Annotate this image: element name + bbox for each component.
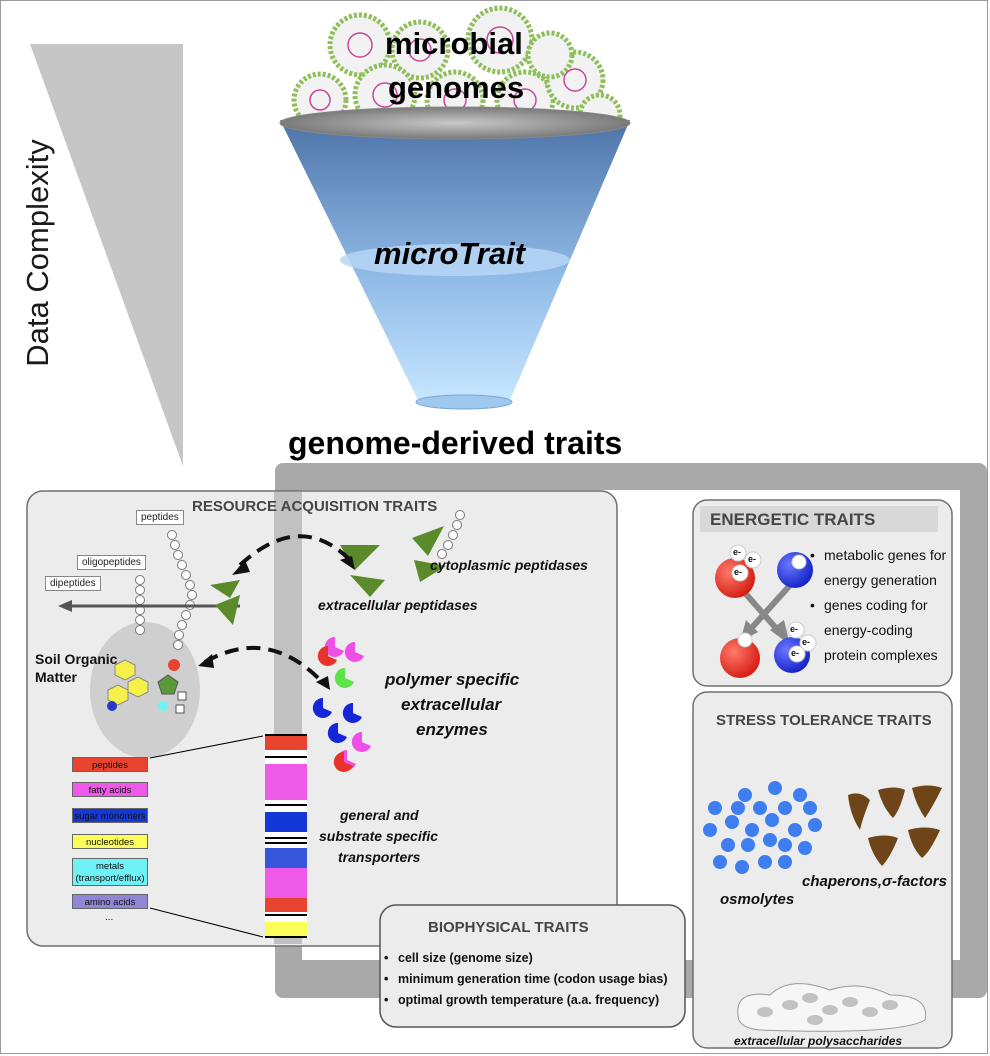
transporter-bar — [149, 734, 307, 938]
soil-molecules — [107, 659, 187, 714]
electron-label: e- — [802, 637, 811, 647]
substrate-category: sugar monomers — [72, 808, 148, 823]
energetic-bullet: genes coding for energy-coding protein c… — [810, 593, 950, 668]
biophysical-bullets: cell size (genome size) minimum generati… — [384, 948, 684, 1011]
label-oligopeptides: oligopeptides — [77, 555, 146, 570]
label-chaperons: chaperons,σ-factors — [802, 873, 947, 890]
energetic-panel-title: ENERGETIC TRAITS — [710, 510, 876, 529]
chaperon-shapes — [848, 785, 942, 866]
label-peptides: peptides — [136, 510, 184, 525]
label-transporters-2: substrate specific — [319, 828, 439, 844]
substrate-category: amino acids — [72, 894, 148, 909]
biophysical-bullet: optimal growth temperature (a.a. frequen… — [384, 990, 684, 1011]
funnel-top-label-line1: microbial — [385, 26, 523, 61]
label-polymer-enzymes-2: extracellular — [401, 695, 502, 714]
category-more: ... — [105, 912, 114, 923]
electron-label: e- — [791, 648, 800, 658]
dashed-arrows — [204, 534, 352, 687]
energetic-bullets: metabolic genes for energy generation ge… — [810, 543, 950, 668]
polymer-enzymes — [312, 636, 371, 772]
osmolyte-dots — [703, 781, 822, 874]
data-complexity-label: Data Complexity — [20, 139, 55, 367]
label-transporters-3: transporters — [338, 849, 421, 865]
export-arrow — [58, 600, 240, 612]
electron-label: e- — [734, 567, 743, 577]
funnel-middle-label: microTrait — [374, 236, 526, 271]
label-osmolytes: osmolytes — [720, 891, 795, 908]
biophysical-bullet: cell size (genome size) — [384, 948, 684, 969]
label-extracellular-peptidases: extracellular peptidases — [318, 597, 478, 613]
data-complexity-triangle — [30, 44, 183, 466]
eps-cloud — [737, 983, 927, 1032]
label-extracellular-polysaccharides: extracellular polysaccharides — [734, 1034, 903, 1048]
peptidase-shapes — [210, 526, 446, 625]
label-dipeptides: dipeptides — [45, 576, 101, 591]
electron-label: e- — [748, 554, 757, 564]
electron-label: e- — [733, 547, 742, 557]
electron-transfer-graphic — [715, 544, 817, 678]
biophysical-bullet: minimum generation time (codon usage bia… — [384, 969, 684, 990]
resource-panel-title: RESOURCE ACQUISITION TRAITS — [192, 498, 438, 515]
substrate-category: fatty acids — [72, 782, 148, 797]
substrate-category: metals (transport/efflux) — [72, 858, 148, 886]
biophysical-panel-title: BIOPHYSICAL TRAITS — [428, 919, 589, 936]
stress-panel-bg — [692, 691, 953, 1049]
label-soil-organic-matter: Soil Organic Matter — [35, 651, 118, 685]
energetic-bullet: metabolic genes for energy generation — [810, 543, 950, 593]
label-cytoplasmic-peptidases: cytoplasmic peptidases — [430, 557, 588, 573]
electron-label: e- — [790, 624, 799, 634]
output-heading: genome-derived traits — [288, 425, 623, 461]
substrate-category: peptides — [72, 757, 148, 772]
label-transporters-1: general and — [340, 807, 419, 823]
label-polymer-enzymes-3: enzymes — [416, 720, 488, 739]
label-polymer-enzymes-1: polymer specific — [385, 670, 520, 689]
funnel-graphic — [279, 106, 631, 410]
stress-panel-title: STRESS TOLERANCE TRAITS — [716, 712, 932, 729]
funnel-top-label-line2: genomes — [388, 70, 525, 105]
substrate-category: nucleotides — [72, 834, 148, 849]
